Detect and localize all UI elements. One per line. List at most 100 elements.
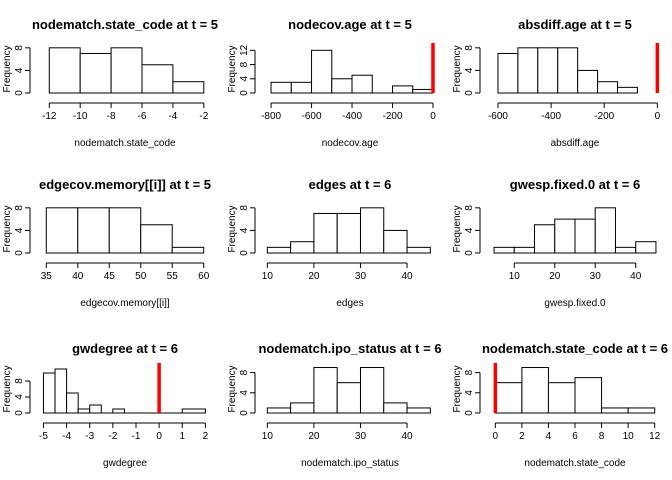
y-axis-label: Frequency	[452, 365, 463, 412]
x-tick-label: -600	[488, 111, 508, 122]
histogram-bar	[497, 52, 519, 94]
histogram-bar	[617, 86, 638, 94]
panel-title: edgecov.memory[[i]] at t = 5	[39, 177, 211, 192]
y-axis-label: Frequency	[227, 45, 238, 92]
x-tick-label: 20	[549, 271, 561, 282]
x-tick-label: 40	[401, 431, 413, 442]
histogram-bar	[383, 402, 408, 414]
panel-title: nodematch.state_code at t = 6	[482, 341, 668, 356]
x-tick-label: 0	[156, 431, 162, 442]
y-tick-label: 8	[464, 369, 475, 375]
y-tick-label: 4	[239, 227, 250, 233]
histogram-bar	[79, 52, 112, 94]
histogram-bar	[270, 81, 292, 94]
y-tick-label: 8	[239, 369, 250, 375]
x-tick-label: -4	[168, 111, 177, 122]
x-tick-label: 0	[493, 431, 499, 442]
x-tick-label: 12	[649, 431, 661, 442]
y-axis-label: Frequency	[227, 205, 238, 252]
y-tick-label: 4	[464, 390, 475, 396]
histogram-bar	[110, 47, 143, 94]
y-tick-label: 8	[14, 45, 25, 51]
histogram-bar	[45, 207, 79, 254]
histogram-bar	[577, 69, 599, 94]
x-tick-label: 30	[590, 271, 602, 282]
histogram-panel: nodematch.ipo_status at t = 6 0 4 8Frequenc…	[227, 341, 442, 469]
y-tick-label: 12	[239, 44, 250, 56]
histogram-bar	[494, 382, 523, 414]
y-tick-label: 4	[14, 227, 25, 233]
x-axis-label: nodematch.state_code	[524, 458, 626, 469]
panel-title: gwesp.fixed.0 at t = 6	[510, 177, 640, 192]
histogram-bar	[290, 241, 315, 254]
histogram-bar	[601, 407, 629, 414]
histogram-bar	[406, 407, 431, 414]
histogram-bar	[172, 81, 205, 94]
x-tick-label: 60	[198, 271, 210, 282]
histogram-panel: nodematch.state_code at t = 5 0 4 8Frequenc…	[2, 17, 218, 149]
histogram-bar	[266, 246, 292, 254]
histogram-bar	[635, 241, 657, 254]
x-axis-label: absdiff.age	[551, 138, 600, 149]
y-tick-label: 0	[14, 90, 25, 96]
x-tick-label: -200	[594, 111, 614, 122]
histogram-bar	[594, 207, 616, 254]
histogram-bar	[311, 49, 333, 94]
histogram-bar	[336, 382, 361, 414]
panel-title: absdiff.age at t = 5	[518, 17, 632, 32]
histogram-bar	[77, 207, 110, 254]
histogram-bar	[331, 78, 353, 94]
y-axis-label: Frequency	[227, 365, 238, 412]
x-tick-label: 1	[179, 431, 185, 442]
y-tick-label: 0	[14, 410, 25, 416]
histogram-bar	[66, 392, 79, 414]
x-tick-label: -5	[39, 431, 48, 442]
histogram-bar	[534, 224, 556, 254]
x-tick-label: 30	[355, 431, 367, 442]
x-tick-label: 0	[655, 111, 661, 122]
histogram-bar	[181, 408, 206, 414]
x-tick-label: 40	[630, 271, 642, 282]
y-tick-label: 0	[239, 90, 250, 96]
x-tick-label: -2	[199, 111, 208, 122]
histogram-bar	[42, 372, 56, 414]
histogram-bar	[112, 408, 125, 414]
histogram-bar	[54, 368, 68, 414]
histogram-bar	[574, 377, 603, 414]
x-tick-label: 10	[623, 431, 635, 442]
y-tick-label: 0	[464, 410, 475, 416]
panel-title: edges at t = 6	[309, 177, 392, 192]
histogram-bar	[574, 218, 596, 254]
x-tick-label: -10	[73, 111, 88, 122]
x-tick-label: -6	[138, 111, 147, 122]
y-tick-label: 0	[14, 250, 25, 256]
x-axis-label: gwdegree	[103, 458, 147, 469]
x-tick-label: -400	[541, 111, 561, 122]
y-tick-label: 0	[464, 250, 475, 256]
histogram-bar	[313, 367, 338, 414]
y-tick-label: 8	[464, 205, 475, 211]
x-axis-label: nodematch.ipo_status	[301, 458, 399, 469]
x-tick-label: 45	[104, 271, 116, 282]
y-tick-label: 0	[239, 250, 250, 256]
x-tick-label: 4	[546, 431, 552, 442]
histogram-bar	[392, 85, 414, 94]
histogram-bar	[597, 81, 618, 94]
x-tick-label: 10	[262, 431, 274, 442]
x-tick-label: 55	[167, 271, 179, 282]
histogram-bar	[266, 407, 292, 414]
panel-title: gwdegree at t = 6	[72, 341, 178, 356]
x-tick-label: -400	[342, 111, 362, 122]
histogram-panel: edgecov.memory[[i]] at t = 5 0 4 8Frequency…	[2, 177, 211, 309]
histogram-bar	[141, 64, 174, 94]
x-tick-label: 20	[308, 431, 320, 442]
histogram-bar	[383, 229, 408, 254]
histogram-bar	[290, 81, 313, 94]
x-tick-label: 10	[262, 271, 274, 282]
y-tick-label: 8	[14, 205, 25, 211]
y-axis-label: Frequency	[2, 205, 13, 252]
x-tick-label: 2	[519, 431, 525, 442]
